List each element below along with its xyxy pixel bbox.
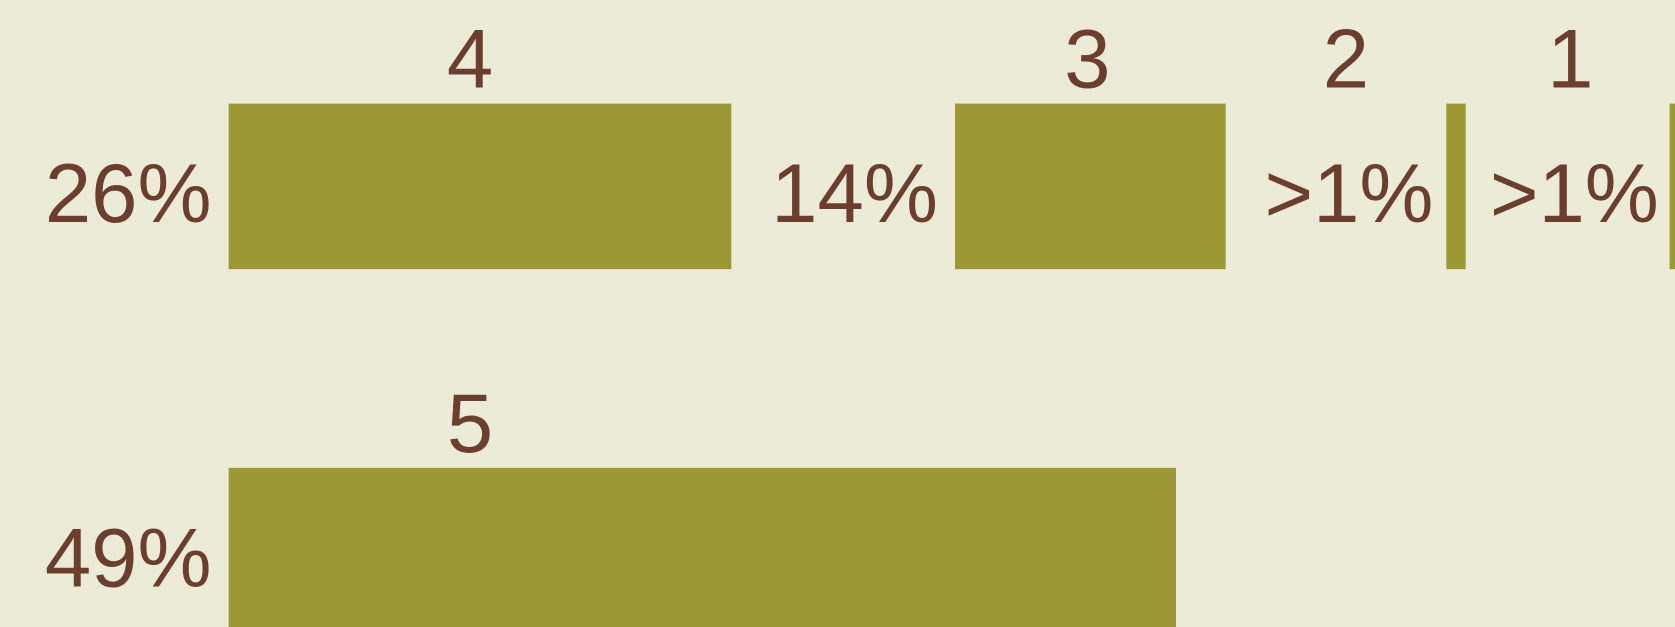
rating-heading: 1 — [1547, 13, 1593, 106]
percent-label: >1% — [1264, 147, 1433, 240]
rating-heading: 2 — [1323, 13, 1369, 106]
bar — [228, 103, 732, 270]
bar — [228, 467, 1176, 627]
bar — [1446, 103, 1466, 270]
rating-heading: 4 — [447, 13, 493, 106]
bar — [954, 103, 1226, 270]
bar — [1669, 103, 1675, 270]
rating-heading: 5 — [447, 377, 493, 470]
percent-label: 14% — [771, 147, 938, 240]
percent-label: 49% — [45, 511, 212, 604]
percent-label: >1% — [1490, 147, 1659, 240]
percent-label: 26% — [45, 147, 212, 240]
rating-heading: 3 — [1064, 13, 1110, 106]
